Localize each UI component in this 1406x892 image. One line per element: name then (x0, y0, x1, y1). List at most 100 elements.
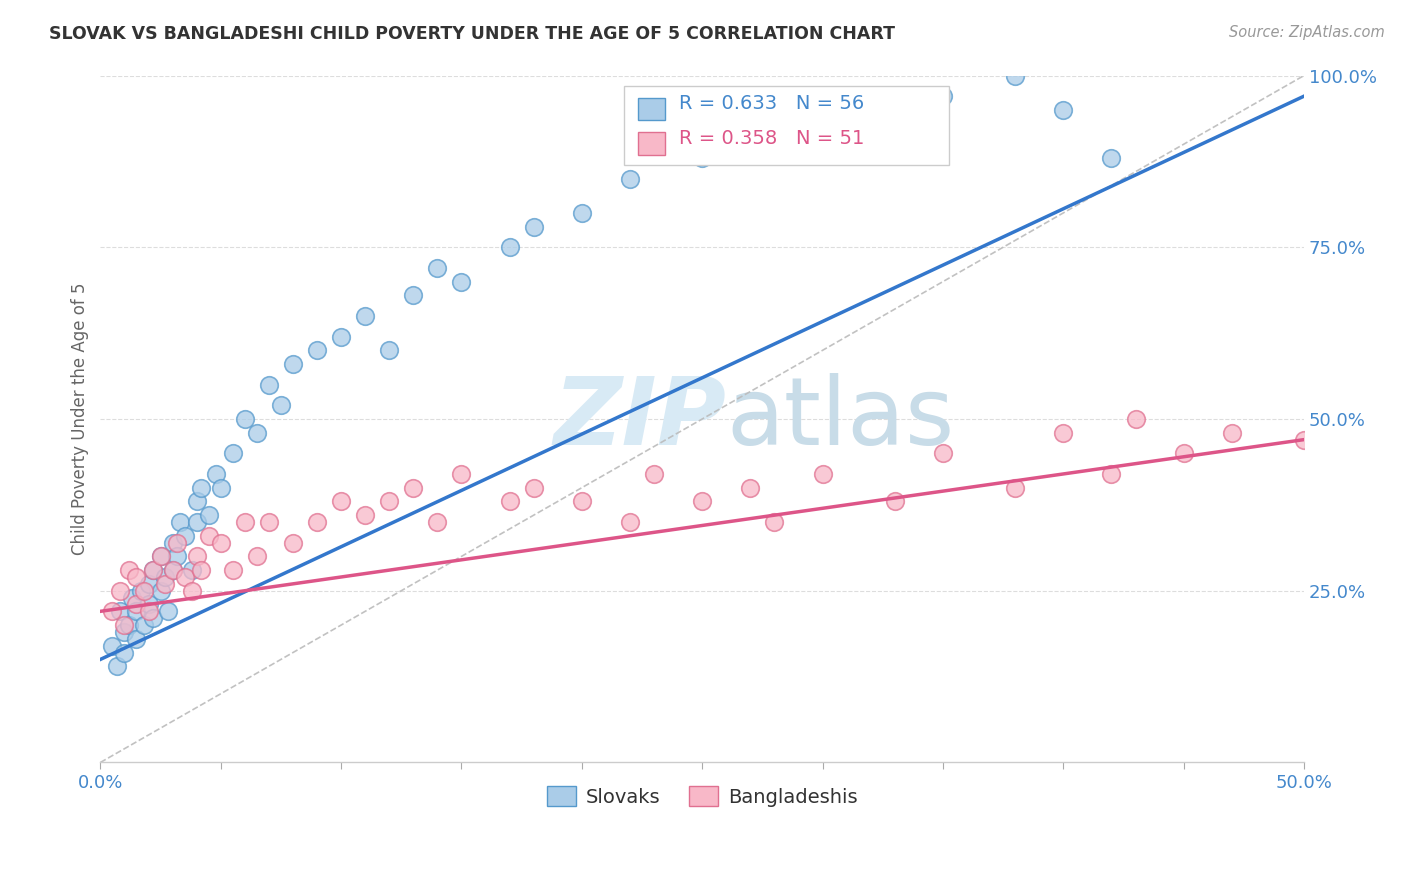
Point (129, 583, 152, 598)
Text: ZIP: ZIP (554, 373, 727, 465)
Point (523, 481, 546, 495)
Text: SLOVAK VS BANGLADESHI CHILD POVERTY UNDER THE AGE OF 5 CORRELATION CHART: SLOVAK VS BANGLADESHI CHILD POVERTY UNDE… (49, 25, 896, 43)
Point (690, 151, 713, 165)
Text: R = 0.358   N = 51: R = 0.358 N = 51 (679, 128, 865, 148)
Point (1052, 103, 1074, 117)
Legend: Slovaks, Bangladeshis: Slovaks, Bangladeshis (538, 779, 866, 814)
Point (162, 563, 184, 577)
Point (378, 343, 401, 358)
Point (155, 570, 177, 584)
Point (132, 583, 155, 598)
Point (811, 103, 834, 117)
Point (197, 529, 219, 543)
Point (643, 467, 665, 481)
Point (142, 563, 165, 577)
Bar (638, 132, 665, 154)
Point (125, 598, 148, 612)
Point (690, 494, 713, 508)
Point (1173, 446, 1195, 460)
Point (1365, 700, 1388, 714)
Point (186, 494, 208, 508)
Point (180, 563, 202, 577)
Point (378, 494, 401, 508)
Point (162, 535, 184, 549)
Point (138, 604, 160, 618)
Point (186, 549, 208, 564)
Point (402, 288, 425, 302)
Point (740, 137, 762, 152)
Point (305, 343, 328, 358)
Point (354, 309, 377, 323)
Point (166, 535, 188, 549)
Point (1125, 412, 1147, 426)
Point (156, 604, 179, 618)
Point (222, 563, 245, 577)
Point (246, 549, 269, 564)
Point (125, 632, 148, 646)
Point (619, 515, 641, 529)
Point (149, 583, 172, 598)
Point (883, 494, 905, 508)
Point (121, 591, 143, 605)
Point (180, 583, 202, 598)
Point (426, 515, 449, 529)
Point (209, 481, 232, 495)
Point (498, 240, 520, 254)
Point (112, 646, 135, 660)
Point (233, 412, 256, 426)
Point (402, 481, 425, 495)
Point (101, 639, 124, 653)
Point (1004, 481, 1026, 495)
Point (155, 577, 177, 591)
Point (190, 481, 212, 495)
Point (1004, 69, 1026, 83)
Point (281, 357, 304, 371)
Point (330, 494, 353, 508)
Point (932, 89, 955, 103)
Point (112, 618, 135, 632)
Point (330, 329, 353, 343)
Point (132, 618, 155, 632)
Point (118, 618, 141, 632)
Text: R = 0.633   N = 56: R = 0.633 N = 56 (679, 95, 865, 113)
Point (142, 611, 165, 625)
Point (1101, 467, 1123, 481)
Point (186, 515, 208, 529)
Point (763, 515, 786, 529)
Point (101, 604, 124, 618)
Point (257, 515, 280, 529)
Point (112, 624, 135, 639)
Bar (638, 97, 665, 120)
Point (142, 563, 165, 577)
Point (246, 425, 269, 440)
Point (108, 583, 131, 598)
Point (166, 549, 188, 564)
Point (222, 446, 245, 460)
Point (354, 508, 377, 523)
Point (450, 275, 472, 289)
Point (571, 494, 593, 508)
Point (270, 398, 292, 412)
Point (1294, 433, 1316, 447)
Point (1101, 151, 1123, 165)
Text: Source: ZipAtlas.com: Source: ZipAtlas.com (1229, 25, 1385, 40)
Point (162, 563, 184, 577)
Point (740, 481, 762, 495)
Point (619, 171, 641, 186)
Text: atlas: atlas (727, 373, 955, 465)
Point (108, 604, 131, 618)
Point (173, 529, 195, 543)
Point (257, 377, 280, 392)
Point (173, 570, 195, 584)
FancyBboxPatch shape (624, 86, 949, 165)
Point (149, 549, 172, 564)
Point (1052, 425, 1074, 440)
Point (426, 260, 449, 275)
Point (209, 535, 232, 549)
Point (571, 206, 593, 220)
Point (205, 467, 228, 481)
Point (523, 219, 546, 234)
Point (190, 563, 212, 577)
Point (138, 577, 160, 591)
Point (932, 446, 955, 460)
